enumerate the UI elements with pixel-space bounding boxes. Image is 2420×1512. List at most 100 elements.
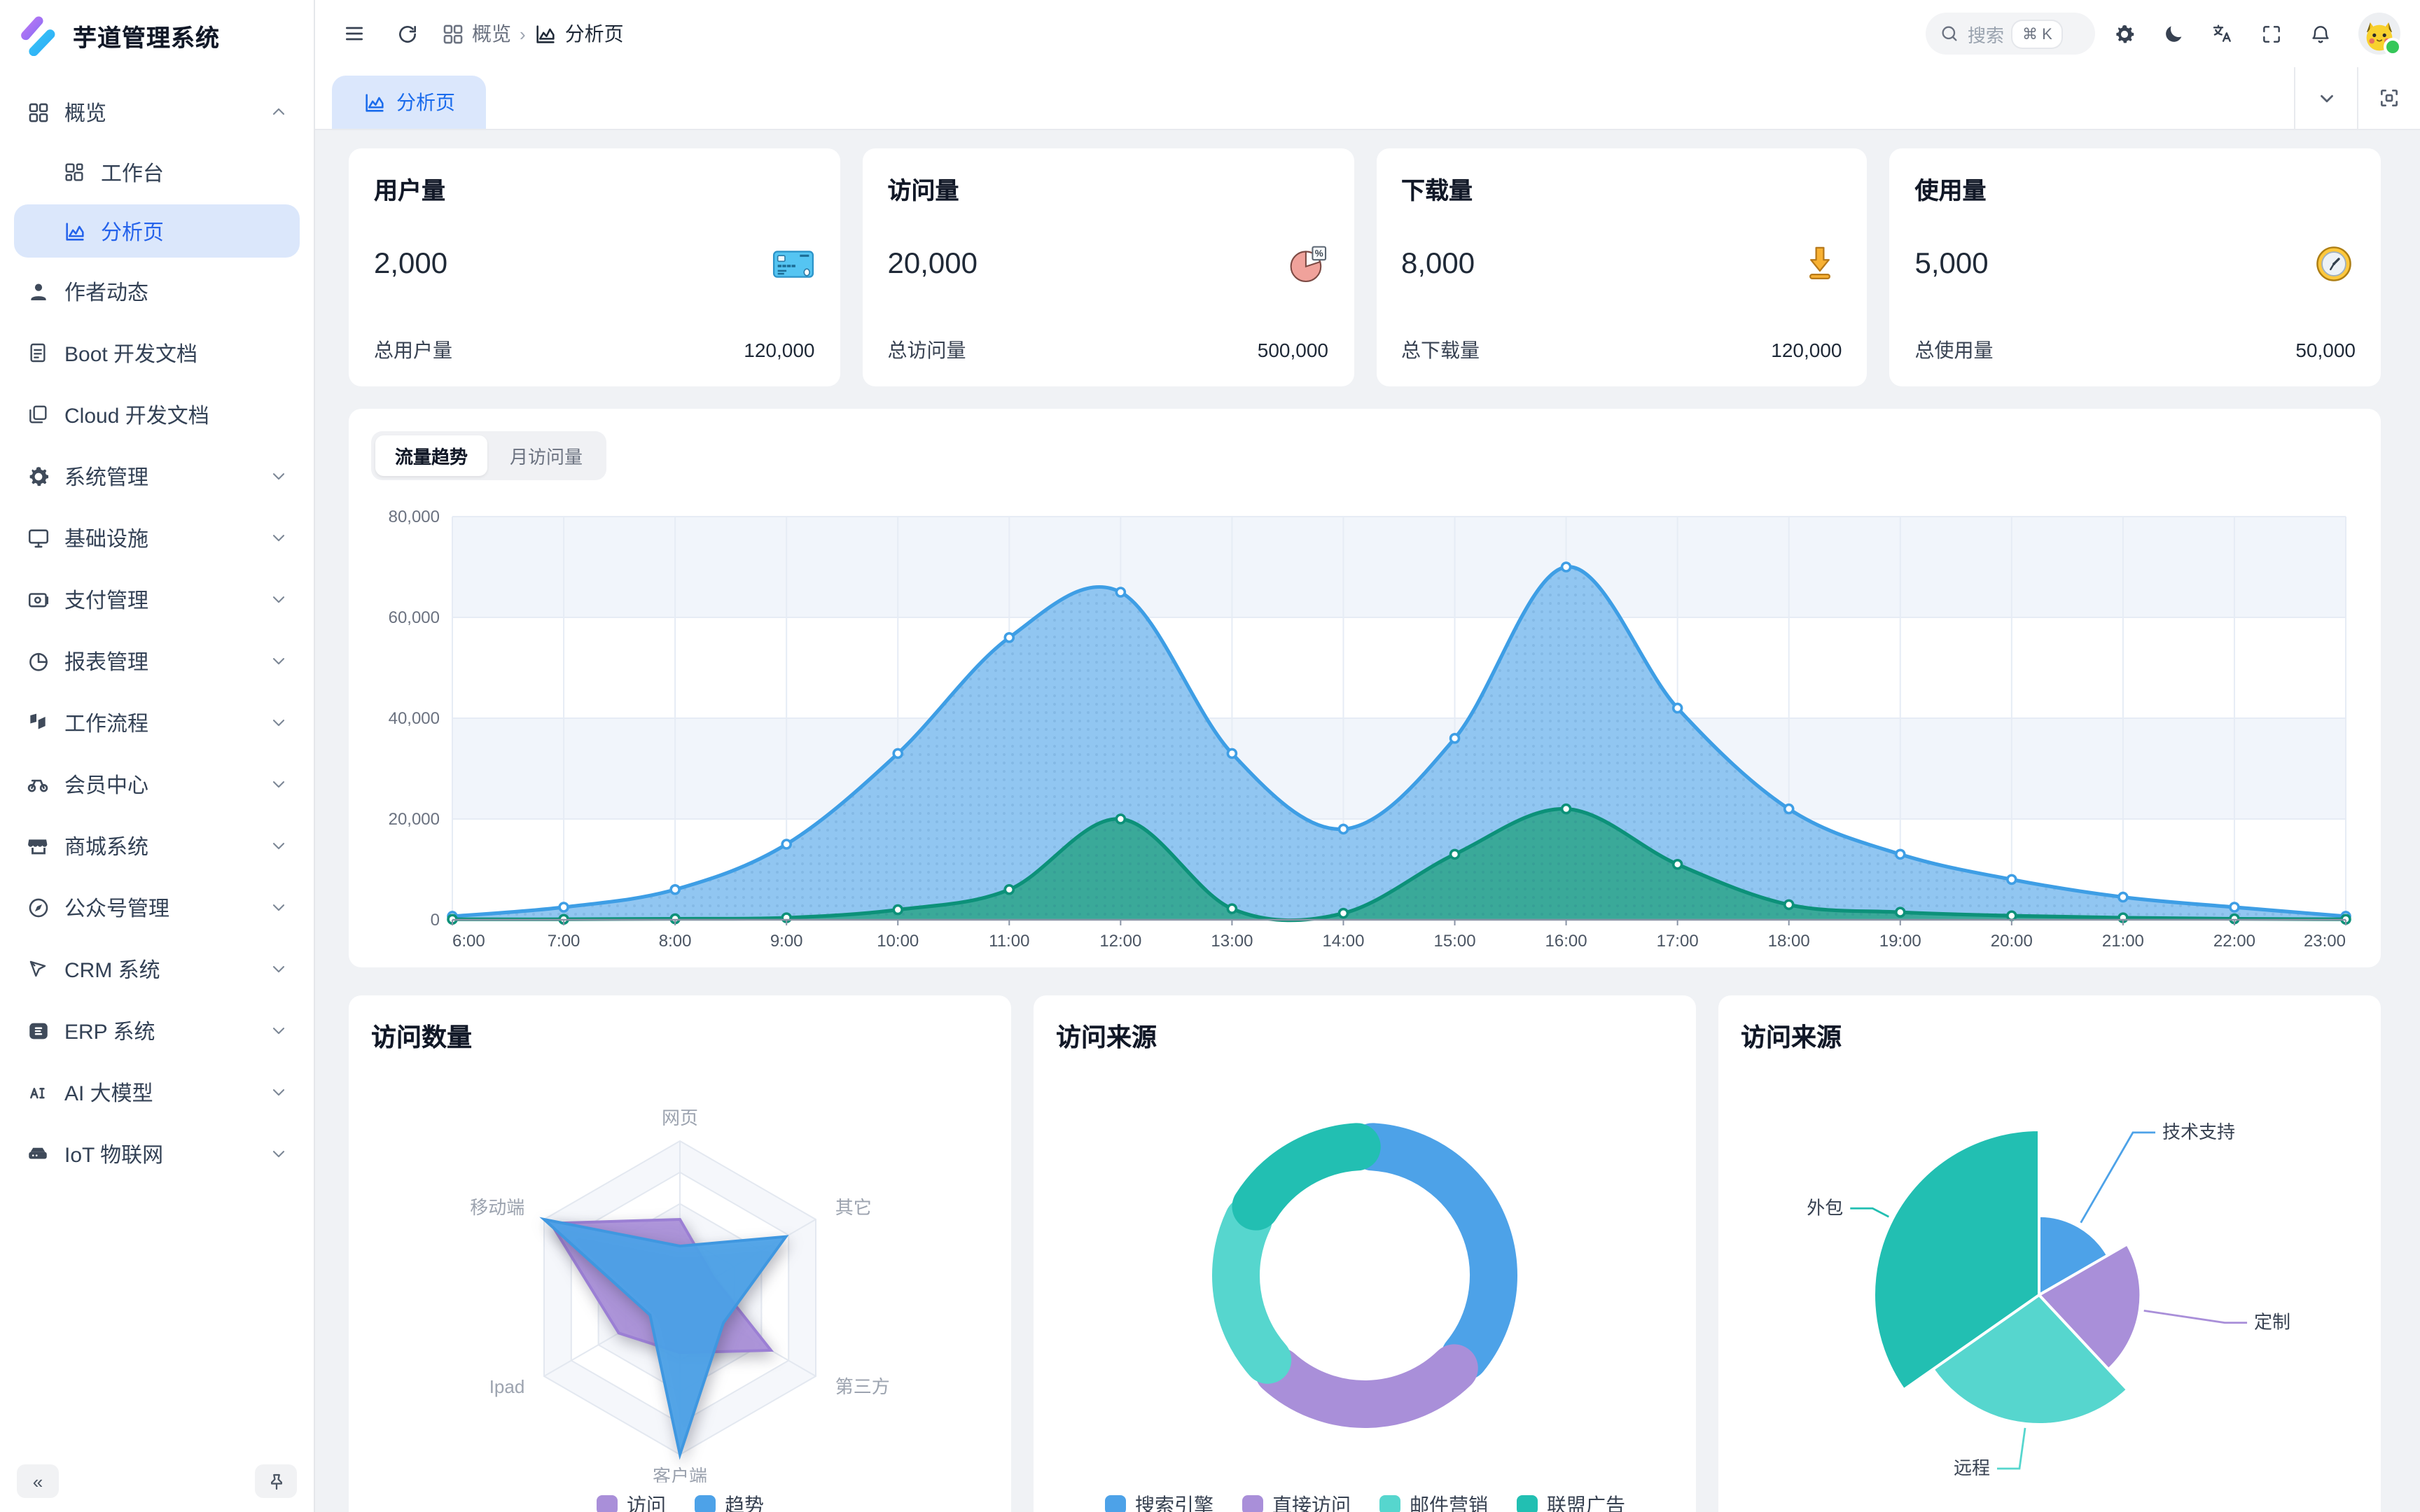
sidebar-item-11[interactable]: 工作流程 xyxy=(14,694,300,750)
svg-text:外包: 外包 xyxy=(1807,1197,1843,1218)
svg-text:定制: 定制 xyxy=(2254,1312,2290,1333)
chevron-down-icon xyxy=(269,959,288,979)
visit-source-donut-card: 访问来源 搜索引擎 直接访问 邮件营销 联盟广告 xyxy=(1034,995,1696,1512)
svg-text:其它: 其它 xyxy=(835,1197,872,1218)
sidebar-item-14[interactable]: 公众号管理 xyxy=(14,879,300,935)
sidebar-item-label: 概览 xyxy=(64,102,107,125)
search-placeholder: 搜索 xyxy=(1968,24,2005,46)
svg-text:60,000: 60,000 xyxy=(389,608,440,627)
sidebar-item-label: CRM 系统 xyxy=(64,958,160,982)
tab-label: 分析页 xyxy=(396,91,455,113)
sidebar-item-label: 系统管理 xyxy=(64,465,149,489)
sidebar-item-5[interactable]: Boot 开发文档 xyxy=(14,325,300,381)
sidebar-item-17[interactable]: AI 大模型 xyxy=(14,1064,300,1120)
sidebar-item-13[interactable]: 商城系统 xyxy=(14,818,300,874)
search-shortcut: ⌘ K xyxy=(2012,20,2062,47)
sidebar-item-label: ERP 系统 xyxy=(64,1020,155,1044)
svg-text:16:00: 16:00 xyxy=(1545,932,1587,951)
breadcrumb-item-2[interactable]: 分析页 xyxy=(534,20,624,48)
legend-swatch xyxy=(1516,1495,1537,1512)
donut-legend-item-2[interactable]: 直接访问 xyxy=(1242,1491,1351,1512)
sidebar-item-9[interactable]: 支付管理 xyxy=(14,571,300,627)
radar-legend-item-2[interactable]: 趋势 xyxy=(694,1491,764,1512)
legend-label: 搜索引擎 xyxy=(1135,1494,1214,1512)
svg-text:80,000: 80,000 xyxy=(389,507,440,526)
legend-label: 直接访问 xyxy=(1272,1494,1351,1512)
trend-tab-1[interactable]: 流量趋势 xyxy=(375,435,488,476)
trend-tab-2[interactable]: 月访问量 xyxy=(510,447,583,468)
sidebar-item-10[interactable]: 报表管理 xyxy=(14,633,300,689)
donut-legend-item-4[interactable]: 联盟广告 xyxy=(1516,1491,1625,1512)
chart-line-icon xyxy=(363,90,387,114)
fullscreen-button[interactable] xyxy=(2252,14,2291,53)
sidebar-collapse-button[interactable]: « xyxy=(17,1464,59,1498)
sidebar-toggle-button[interactable] xyxy=(335,14,374,53)
tabs-dropdown-button[interactable] xyxy=(2294,67,2357,129)
chevron-down-icon xyxy=(269,713,288,732)
sidebar-item-12[interactable]: 会员中心 xyxy=(14,756,300,812)
stat-card-value: 2,000 xyxy=(374,247,448,279)
download-icon xyxy=(1799,242,1842,286)
legend-swatch xyxy=(1242,1495,1263,1512)
breadcrumb-item-1[interactable]: 概览 xyxy=(441,20,511,48)
stat-card-total-label: 总用户量 xyxy=(374,339,452,361)
trend-tabs: 流量趋势 月访问量 xyxy=(371,431,607,480)
chart-line-icon xyxy=(534,22,558,46)
sidebar-item-7[interactable]: 系统管理 xyxy=(14,448,300,504)
donut-legend-item-3[interactable]: 邮件营销 xyxy=(1379,1491,1488,1512)
donut-legend-item-1[interactable]: 搜索引擎 xyxy=(1104,1491,1214,1512)
stat-card-total-value: 120,000 xyxy=(744,339,815,361)
svg-text:11:00: 11:00 xyxy=(989,932,1029,951)
stat-card-value: 8,000 xyxy=(1401,247,1475,279)
svg-text:%: % xyxy=(1314,248,1323,258)
visit-source-donut-chart[interactable] xyxy=(1056,1063,1674,1483)
sidebar-item-label: 商城系统 xyxy=(64,835,149,859)
sidebar-item-8[interactable]: 基础设施 xyxy=(14,510,300,566)
chevron-down-icon xyxy=(269,1082,288,1102)
stat-card-3: 下载量 8,000 总下载量 120,000 xyxy=(1376,148,1868,386)
stat-card-total-value: 500,000 xyxy=(1257,339,1328,361)
stat-card-title: 使用量 xyxy=(1914,178,1987,204)
legend-swatch xyxy=(596,1495,617,1512)
svg-text:40,000: 40,000 xyxy=(389,709,440,728)
legend-label: 联盟广告 xyxy=(1547,1494,1625,1512)
user-avatar[interactable] xyxy=(2358,13,2402,56)
sidebar-pin-button[interactable] xyxy=(255,1464,297,1498)
svg-text:12:00: 12:00 xyxy=(1099,932,1141,951)
header-actions: 搜索 ⌘ K xyxy=(1926,13,2402,56)
radar-legend-item-1[interactable]: 访问 xyxy=(596,1491,666,1512)
traffic-trend-chart[interactable]: 0 20,000 40,000 60,000 80,000 6:00 7:00 8:00 9:0… xyxy=(371,491,2360,962)
sidebar-item-label: 基础设施 xyxy=(64,527,149,551)
sidebar-item-3[interactable]: 分析页 xyxy=(14,204,300,258)
sidebar-item-18[interactable]: IoT 物联网 xyxy=(14,1126,300,1182)
visit-source-rose-title: 访问来源 xyxy=(1741,1023,1842,1051)
translate-button[interactable] xyxy=(2203,14,2242,53)
donut-legend: 搜索引擎 直接访问 邮件营销 联盟广告 xyxy=(1056,1491,1674,1512)
moon-button[interactable] xyxy=(2154,14,2193,53)
stat-card-total-label: 总访问量 xyxy=(887,339,966,361)
search-input[interactable]: 搜索 ⌘ K xyxy=(1926,13,2095,55)
svg-text:6:00: 6:00 xyxy=(452,932,485,951)
app-logo[interactable]: 芋道管理系统 xyxy=(0,0,314,64)
sidebar-item-16[interactable]: ERP 系统 xyxy=(14,1002,300,1058)
bell-button[interactable] xyxy=(2301,14,2340,53)
sidebar-item-2[interactable]: 工作台 xyxy=(14,146,300,199)
refresh-button[interactable] xyxy=(388,14,427,53)
svg-text:20,000: 20,000 xyxy=(389,810,440,829)
content-maximize-button[interactable] xyxy=(2357,67,2420,129)
sidebar-item-15[interactable]: CRM 系统 xyxy=(14,941,300,997)
visit-source-rose-card: 访问来源 技术支持 定制 远程 外包 xyxy=(1718,995,2381,1512)
sidebar-menu: 概览工作台分析页作者动态 Boot 开发文档 Cloud 开发文档系统管理基础设施支… xyxy=(0,64,314,1453)
tab-1[interactable]: 分析页 xyxy=(332,76,486,129)
sidebar-item-4[interactable]: 作者动态 xyxy=(14,263,300,319)
sidebar-item-label: 分析页 xyxy=(101,220,165,244)
gear-button[interactable] xyxy=(2105,14,2144,53)
chevron-down-icon xyxy=(269,836,288,855)
pie-icon xyxy=(25,648,50,673)
stat-card-4: 使用量 5,000 总使用量 50,000 xyxy=(1889,148,2381,386)
sidebar-item-1[interactable]: 概览 xyxy=(14,84,300,140)
sidebar-item-6[interactable]: Cloud 开发文档 xyxy=(14,386,300,442)
svg-text:19:00: 19:00 xyxy=(1879,932,1921,951)
